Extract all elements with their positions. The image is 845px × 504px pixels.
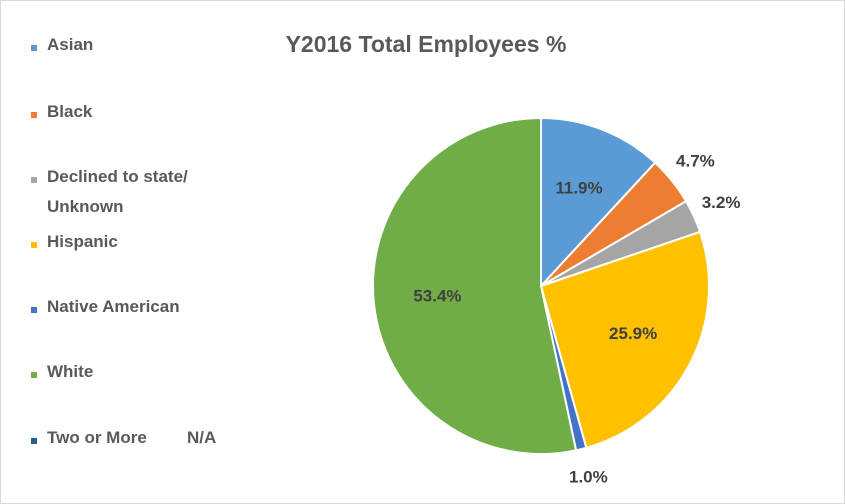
legend-swatch: [31, 372, 37, 378]
data-label: 11.9%: [555, 179, 602, 198]
legend-label: Two or More: [47, 428, 147, 447]
legend-swatch: [31, 438, 37, 444]
legend-item: White: [31, 362, 227, 387]
legend-swatch: [31, 307, 37, 313]
legend-label: Asian: [47, 35, 94, 54]
pie-slice: [540, 116, 657, 289]
legend-item: Native American: [31, 297, 227, 322]
data-label: 53.4%: [413, 286, 461, 305]
legend-label: Native American: [47, 297, 180, 316]
legend-item: Asian: [31, 35, 227, 60]
data-label: 4.7%: [676, 152, 715, 171]
data-label: 1.0%: [569, 468, 608, 487]
legend-swatch: [31, 177, 37, 183]
legend-swatch: [31, 242, 37, 248]
legend-label: Declined to state/ Unknown: [47, 167, 188, 216]
legend-item: Two or More N/A: [31, 428, 216, 453]
legend-item: Hispanic: [31, 232, 227, 257]
legend-item: Declined to state/ Unknown: [31, 167, 227, 222]
legend-swatch: [31, 45, 37, 51]
chart-title: Y2016 Total Employees %: [286, 31, 567, 57]
legend-swatch: [31, 112, 37, 118]
pie-slice: [539, 230, 710, 450]
pie-slice: [372, 116, 578, 455]
data-label: 3.2%: [702, 193, 741, 212]
legend-label: White: [47, 362, 94, 381]
legend-label: Black: [47, 102, 93, 121]
legend-value: N/A: [187, 428, 217, 447]
legend-item: Black: [31, 102, 227, 127]
legend-label: Hispanic: [47, 232, 118, 251]
data-label: 25.9%: [609, 324, 657, 343]
